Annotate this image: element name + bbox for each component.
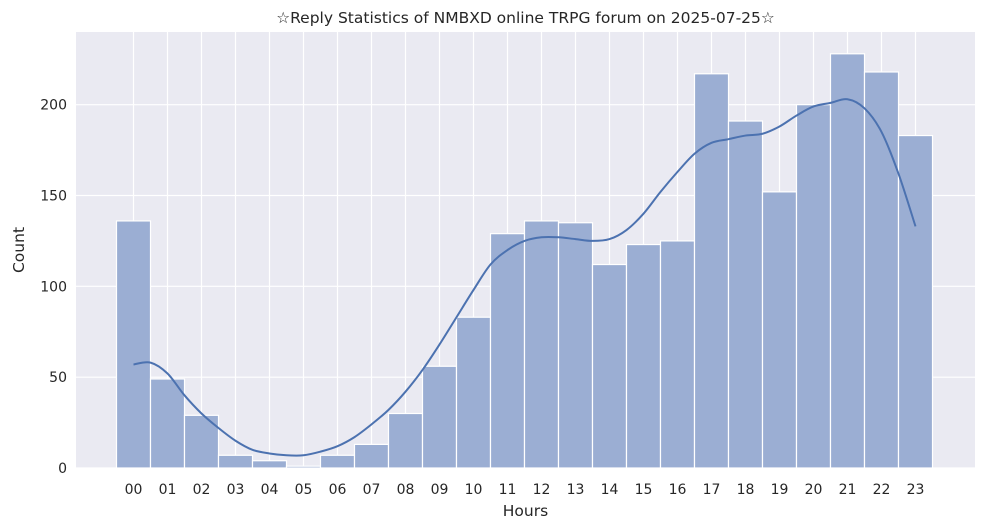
x-tick-label: 23	[907, 482, 925, 498]
x-axis-label: Hours	[503, 502, 548, 520]
bar-hour-13	[557, 222, 594, 469]
y-tick-label: 200	[40, 98, 67, 114]
x-tick-label: 02	[193, 482, 211, 498]
bar-hour-00	[115, 220, 152, 469]
bar-hour-21	[829, 53, 866, 469]
x-tick-label: 11	[499, 482, 517, 498]
kde-line	[133, 98, 917, 457]
y-tick-label: 50	[49, 370, 67, 386]
x-tick-label: 00	[125, 482, 143, 498]
x-tick-label: 21	[839, 482, 857, 498]
bar-hour-15	[625, 243, 662, 469]
bar-hour-10	[455, 316, 492, 469]
bar-hour-20	[795, 104, 832, 469]
bar-hour-11	[489, 233, 526, 469]
x-tick-label: 22	[873, 482, 891, 498]
bar-hour-23	[897, 134, 934, 469]
bar-hour-17	[693, 73, 730, 469]
y-axis-label: Count	[10, 227, 28, 273]
x-tick-label: 13	[567, 482, 585, 498]
x-tick-label: 20	[805, 482, 823, 498]
chart-title: ☆Reply Statistics of NMBXD online TRPG f…	[276, 9, 775, 27]
bar-hour-09	[421, 365, 458, 469]
y-tick-label: 0	[58, 461, 67, 477]
bar-hour-05	[285, 465, 322, 469]
bar-hour-22	[863, 71, 900, 469]
x-tick-label: 03	[227, 482, 245, 498]
y-tick-label: 100	[40, 279, 67, 295]
x-tick-label: 17	[703, 482, 721, 498]
x-tick-label: 01	[159, 482, 177, 498]
histogram-bars	[115, 53, 934, 469]
x-tick-label: 12	[533, 482, 551, 498]
bar-hour-06	[319, 454, 356, 469]
bar-hour-18	[727, 120, 764, 469]
x-tick-label: 08	[397, 482, 415, 498]
x-tick-label: 15	[635, 482, 653, 498]
bar-hour-07	[353, 443, 390, 469]
x-tick-label: 10	[465, 482, 483, 498]
x-tick-label: 05	[295, 482, 313, 498]
kde-curve	[133, 98, 917, 457]
y-tick-label: 150	[40, 189, 67, 205]
bar-hour-16	[659, 240, 696, 469]
x-tick-label: 18	[737, 482, 755, 498]
bar-hour-19	[761, 191, 798, 469]
bar-hour-04	[251, 460, 288, 469]
x-tick-label: 16	[669, 482, 687, 498]
x-tick-label: 14	[601, 482, 619, 498]
bar-hour-08	[387, 412, 424, 469]
bar-hour-01	[149, 378, 186, 469]
x-tick-label: 07	[363, 482, 381, 498]
bar-hour-12	[523, 220, 560, 469]
x-tick-labels: 00 01 02 03 04 05 06 07 08 09 10 11 12 13 14 15 16 17 18 19…	[125, 482, 925, 498]
bar-hour-03	[217, 454, 254, 469]
x-tick-label: 06	[329, 482, 347, 498]
x-tick-label: 04	[261, 482, 279, 498]
bar-hour-14	[591, 263, 628, 469]
x-tick-label: 19	[771, 482, 789, 498]
x-tick-label: 09	[431, 482, 449, 498]
y-tick-labels: 0 50 100 150 200	[40, 98, 67, 477]
